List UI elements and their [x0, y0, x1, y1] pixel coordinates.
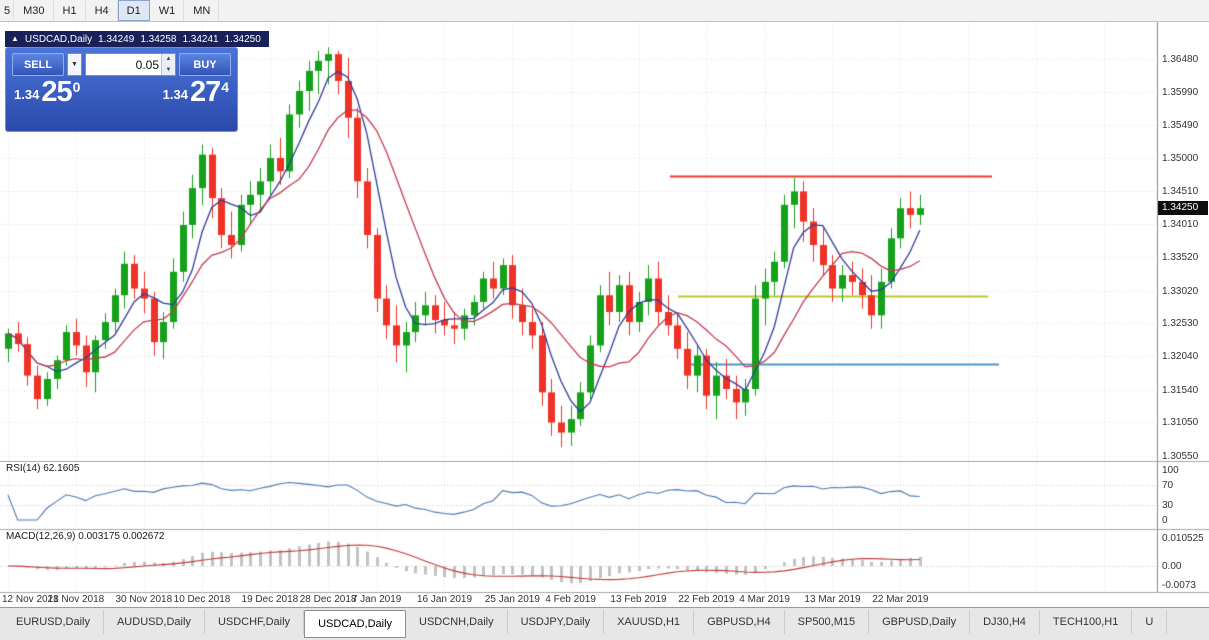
date-axis-label: 28 Dec 2018 [299, 594, 357, 605]
rsi-axis-label: 70 [1162, 480, 1174, 491]
date-axis-label: 4 Mar 2019 [739, 594, 790, 605]
chart-tabs-bar: EURUSD,Daily AUDUSD,Daily USDCHF,Daily USDC… [0, 607, 1209, 640]
chart-tab-tech100-h1[interactable]: TECH100,H1 [1040, 610, 1133, 634]
date-axis-label: 21 Nov 2018 [47, 594, 105, 605]
price-axis-label: 1.31540 [1162, 384, 1199, 396]
chart-tab-sp500-m15[interactable]: SP500,M15 [785, 610, 870, 634]
rsi-axis-label: 30 [1162, 500, 1174, 511]
low-price: 1.34241 [182, 33, 219, 45]
sell-price[interactable]: 1.34 25 0 [14, 76, 81, 108]
volume-input[interactable] [86, 54, 175, 75]
date-axis-label: 12 Nov 2018 [2, 594, 59, 605]
date-axis-label: 22 Mar 2019 [872, 594, 929, 605]
chart-tab-usdjpy-daily[interactable]: USDJPY,Daily [508, 610, 605, 634]
chart-tab-audusd-daily[interactable]: AUDUSD,Daily [104, 610, 205, 634]
date-axis-label: 4 Feb 2019 [545, 594, 596, 605]
macd-axis-label: 0.00 [1162, 560, 1182, 572]
close-price: 1.34250 [224, 33, 261, 45]
rsi-label: RSI(14) 62.1605 [4, 463, 82, 474]
rsi-axis-label: 100 [1162, 465, 1179, 476]
date-axis-label: 7 Jan 2019 [351, 594, 402, 605]
timeframe-button-M30[interactable]: M30 [14, 0, 54, 21]
volume-down-icon[interactable]: ▼ [165, 66, 172, 73]
macd-axis-label: 0.010525 [1162, 533, 1204, 545]
rsi-axis-label: 0 [1162, 515, 1168, 526]
buy-button[interactable]: BUY [179, 53, 231, 76]
date-axis-label: 16 Jan 2019 [416, 594, 473, 605]
volume-box: ▲ ▼ [85, 53, 176, 76]
collapse-trade-panel-icon[interactable]: ▲ [11, 34, 19, 43]
timeframe-button-H4[interactable]: H4 [86, 0, 118, 21]
timeframe-button-H1[interactable]: H1 [54, 0, 86, 21]
chart-tab-gbpusd-daily[interactable]: GBPUSD,Daily [869, 610, 971, 634]
price-axis-label: 1.35000 [1162, 152, 1199, 164]
current-price-badge: 1.34250 [1158, 201, 1208, 216]
date-axis-label: 10 Dec 2018 [173, 594, 231, 605]
chart-tab-eurusd-daily[interactable]: EURUSD,Daily [3, 610, 104, 634]
chart-tab-gbpusd-h4[interactable]: GBPUSD,H4 [694, 610, 785, 634]
usdcad-chart-region: ▲ USDCAD,Daily 1.34249 1.34258 1.34241 1… [0, 22, 1209, 607]
price-axis-label: 1.30550 [1162, 450, 1199, 462]
price-axis-label: 1.34510 [1162, 185, 1199, 197]
date-axis-label: 19 Dec 2018 [241, 594, 299, 605]
date-axis-label: 13 Mar 2019 [804, 594, 861, 605]
chart-tab-u[interactable]: U [1132, 610, 1168, 634]
volume-dropdown-button[interactable]: ▼ [67, 53, 82, 76]
macd-label: MACD(12,26,9) 0.003175 0.002672 [4, 531, 167, 542]
price-axis-label: 1.32040 [1162, 351, 1199, 363]
high-price: 1.34258 [140, 33, 177, 45]
chart-tab-dj30-h4[interactable]: DJ30,H4 [970, 610, 1040, 634]
timeframe-button-MN[interactable]: MN [184, 0, 220, 21]
ohlc-header: ▲ USDCAD,Daily 1.34249 1.34258 1.34241 1… [5, 31, 269, 47]
chart-tab-xauusd-h1[interactable]: XAUUSD,H1 [604, 610, 695, 634]
timeframe-button-W1[interactable]: W1 [150, 0, 185, 21]
one-click-trading-panel: SELL ▼ ▲ ▼ BUY 1.34250 1.342 [5, 47, 238, 132]
chart-tab-usdcad-daily[interactable]: USDCAD,Daily [304, 610, 407, 638]
timeframe-toolbar: 5 M30 H1 H4 D1 W1 MN [0, 0, 1209, 22]
price-axis-label: 1.33520 [1162, 252, 1199, 264]
date-axis-label: 13 Feb 2019 [610, 594, 667, 605]
chart-tab-usdcnh-daily[interactable]: USDCNH,Daily [406, 610, 508, 634]
timeframe-button-D1[interactable]: D1 [117, 0, 150, 21]
price-axis-label: 1.31050 [1162, 417, 1199, 429]
price-axis-label: 1.36480 [1162, 53, 1199, 65]
volume-stepper: ▲ ▼ [161, 54, 175, 75]
price-axis-label: 1.35990 [1162, 86, 1199, 98]
chevron-down-icon: ▼ [71, 61, 78, 68]
price-axis-label: 1.32530 [1162, 318, 1199, 330]
symbol-title: USDCAD,Daily [24, 33, 93, 45]
price-axis-label: 1.33020 [1162, 285, 1199, 297]
price-axis-label: 1.35490 [1162, 120, 1199, 132]
date-axis-label: 25 Jan 2019 [484, 594, 540, 605]
date-axis-label: 22 Feb 2019 [678, 594, 735, 605]
date-axis-label: 30 Nov 2018 [115, 594, 173, 605]
volume-up-icon[interactable]: ▲ [165, 56, 172, 63]
timeframe-button-5[interactable]: 5 [0, 0, 15, 21]
chart-tab-usdchf-daily[interactable]: USDCHF,Daily [205, 610, 305, 634]
buy-price[interactable]: 1.34 27 4 [162, 76, 229, 108]
sell-button[interactable]: SELL [12, 53, 64, 76]
open-price: 1.34249 [98, 33, 135, 45]
price-axis-label: 1.34010 [1162, 219, 1199, 231]
macd-axis-label: -0.0073 [1162, 580, 1196, 592]
